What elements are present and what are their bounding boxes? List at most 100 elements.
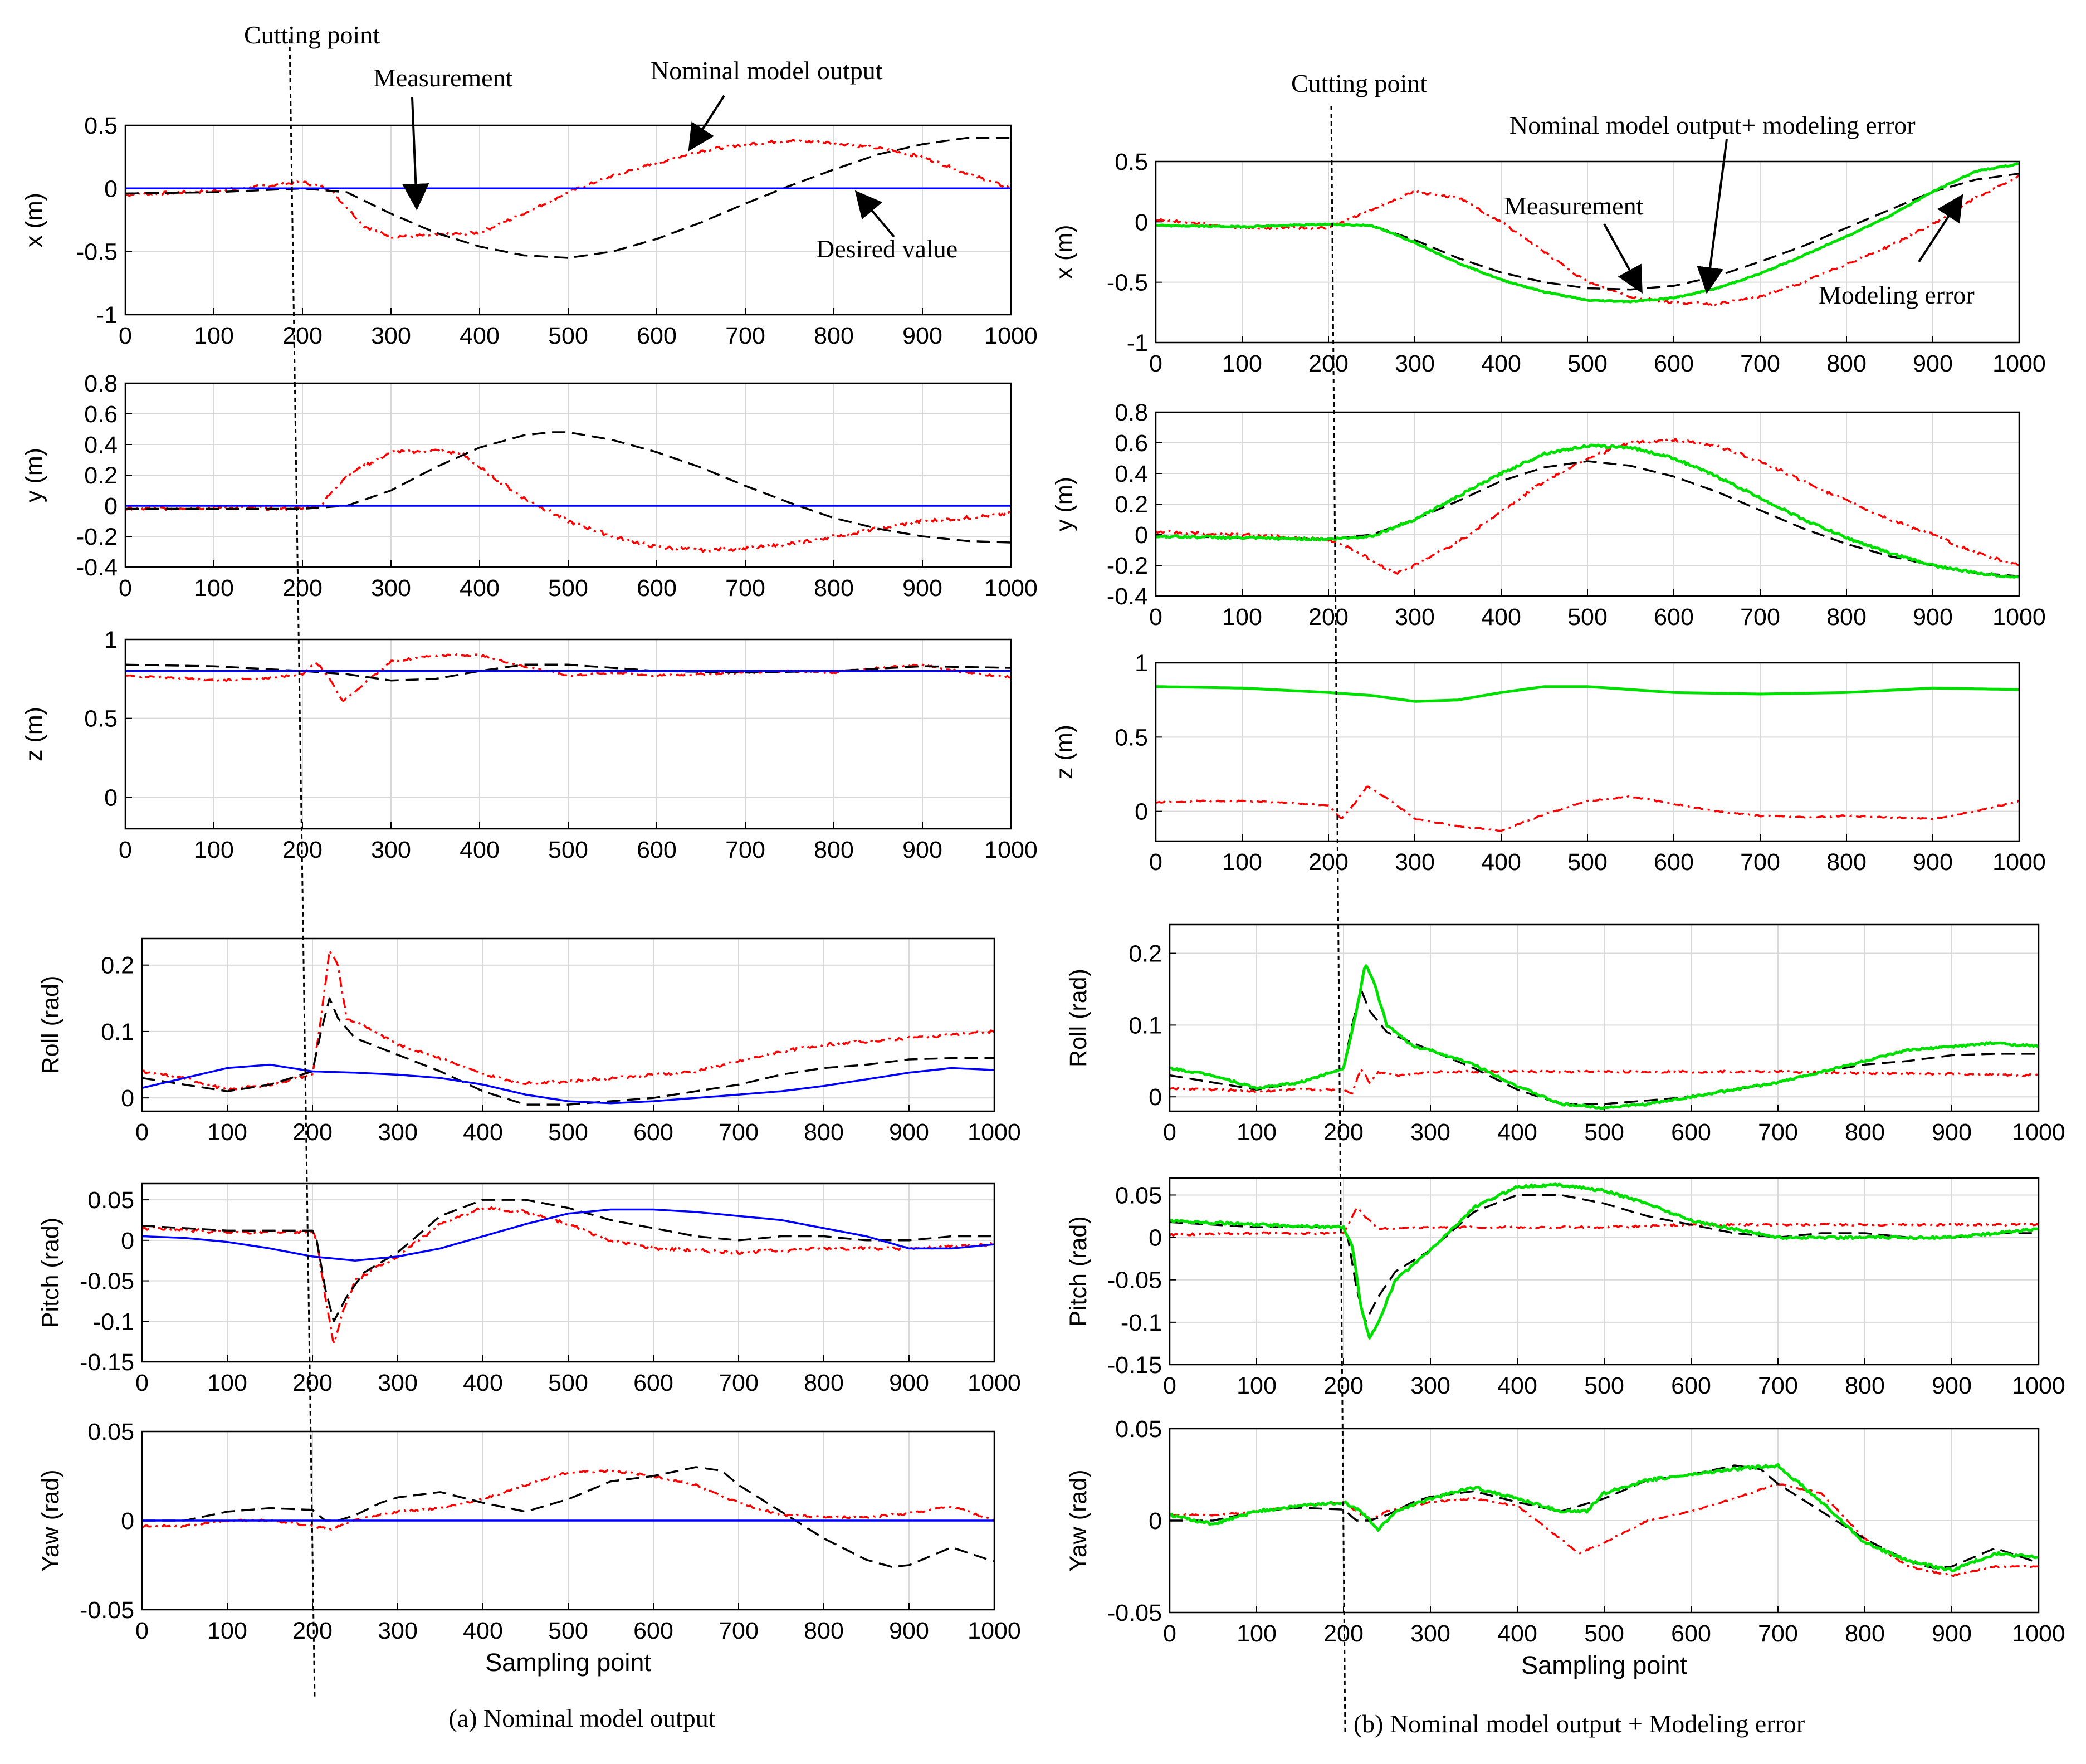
y-axis-label: Yaw (rad)	[37, 1469, 64, 1571]
y-tick-label: 0.05	[87, 1419, 134, 1445]
y-tick-label: -0.2	[76, 524, 118, 550]
x-tick-label: 0	[1163, 1372, 1176, 1399]
y-tick-label: -1	[96, 302, 118, 329]
x-tick-label: 1000	[1992, 350, 2046, 377]
x-tick-label: 500	[548, 837, 588, 863]
x-tick-label: 0	[119, 322, 132, 349]
y-tick-label: -0.1	[93, 1308, 134, 1335]
x-tick-label: 200	[1323, 1119, 1364, 1146]
x-tick-label: 400	[1497, 1119, 1537, 1146]
arrow-measurement-a	[402, 97, 429, 211]
x-tick-label: 100	[207, 1119, 247, 1146]
x-tick-label: 800	[1826, 849, 1867, 876]
x-tick-label: 1000	[1992, 849, 2046, 876]
caption-a: (a) Nominal model output	[448, 1704, 715, 1732]
annotation-desired-a: Desired value	[816, 234, 957, 263]
x-tick-label: 200	[1323, 1372, 1364, 1399]
x-tick-label: 900	[1913, 350, 1953, 377]
x-tick-label: 600	[1671, 1620, 1711, 1647]
axes-frame	[1155, 160, 2020, 344]
x-tick-label: 600	[633, 1618, 673, 1644]
subplot-b-8: 0 100 200 300 400 500 600 700 800 900 1000 0 0.5 1 z (…	[1051, 650, 2046, 876]
x-axis-label: Sampling point	[485, 1648, 651, 1677]
x-tick-label: 800	[814, 837, 854, 863]
x-tick-label: 900	[1932, 1620, 1972, 1647]
series-group	[125, 136, 1011, 259]
x-tick-label: 1000	[984, 837, 1038, 863]
annotation-measurement-b: Measurement	[1504, 192, 1644, 220]
series-line-modeling-error	[1170, 1068, 2039, 1095]
y-tick-label: -0.05	[80, 1268, 134, 1295]
x-tick-label: 400	[463, 1119, 503, 1146]
y-axis-label: z (m)	[1051, 725, 1078, 779]
x-tick-label: 600	[1671, 1119, 1711, 1146]
x-tick-label: 0	[119, 575, 132, 602]
x-tick-label: 800	[1845, 1119, 1885, 1146]
y-tick-label: 0	[104, 493, 118, 520]
x-tick-label: 900	[902, 322, 942, 349]
x-tick-label: 800	[1826, 350, 1867, 377]
y-axis-label: x (m)	[1051, 225, 1078, 280]
x-tick-label: 1000	[1992, 604, 2046, 631]
series-line-measurement	[125, 139, 1011, 239]
y-axis-label: Pitch (rad)	[37, 1218, 64, 1328]
axes-frame	[124, 382, 1012, 568]
series-line-measurement	[142, 950, 994, 1092]
x-tick-label: 100	[1237, 1620, 1277, 1647]
series-group	[1170, 1182, 2039, 1340]
y-tick-label: 0	[1135, 799, 1148, 825]
y-axis-label: x (m)	[21, 193, 47, 247]
x-tick-label: 800	[1845, 1372, 1885, 1399]
x-tick-label: 200	[1323, 1620, 1364, 1647]
cutting-point-line-a	[289, 38, 316, 1699]
x-tick-label: 1000	[968, 1370, 1021, 1396]
y-tick-label: 0	[104, 784, 118, 811]
y-tick-label: 0	[1135, 522, 1148, 549]
axes-frame	[1169, 923, 2040, 1112]
y-tick-label: 0.5	[84, 113, 118, 139]
x-tick-label: 1000	[984, 322, 1038, 349]
x-tick-label: 700	[1758, 1372, 1798, 1399]
subplot-b-10: 0 100 200 300 400 500 600 700 800 900 1000 -0.15 -0.…	[1065, 1177, 2065, 1399]
x-tick-label: 0	[1163, 1620, 1176, 1647]
x-tick-label: 100	[207, 1370, 247, 1396]
y-axis-label: Yaw (rad)	[1065, 1469, 1092, 1571]
x-tick-label: 0	[1149, 604, 1162, 631]
series-group	[1170, 964, 2039, 1110]
x-tick-label: 600	[637, 575, 677, 602]
x-tick-label: 400	[460, 837, 500, 863]
y-tick-label: 0	[1135, 209, 1148, 236]
axes-frame	[141, 937, 995, 1112]
x-tick-label: 200	[1308, 849, 1349, 876]
x-tick-label: 700	[1740, 350, 1780, 377]
axes-frame	[1169, 1177, 2040, 1366]
subplot-a-4: 0 100 200 300 400 500 600 700 800 900 1000 -0.15 -0.…	[37, 1182, 1021, 1396]
series-line-nominal-model-output-modeling-error	[1156, 162, 2019, 304]
x-tick-label: 0	[135, 1618, 149, 1644]
series-group	[1156, 162, 2019, 306]
subplot-a-3: 0 100 200 300 400 500 600 700 800 900 1000 0 0.1 0.2 R…	[37, 937, 1021, 1146]
series-line-desired-value	[142, 1063, 994, 1105]
x-tick-label: 100	[1237, 1372, 1277, 1399]
x-tick-label: 100	[1222, 849, 1262, 876]
y-tick-label: 0.4	[1115, 461, 1148, 487]
subplot-a-1: 0 100 200 300 400 500 600 700 800 900 1000 -0.4 -0.2…	[21, 370, 1038, 602]
x-tick-label: 0	[119, 837, 132, 863]
x-tick-label: 600	[1671, 1372, 1711, 1399]
x-tick-label: 400	[463, 1618, 503, 1644]
x-tick-label: 100	[1222, 604, 1262, 631]
x-tick-label: 1000	[968, 1618, 1021, 1644]
y-tick-label: -1	[1127, 330, 1148, 356]
y-tick-label: 0	[121, 1508, 134, 1535]
x-tick-label: 100	[1237, 1119, 1277, 1146]
x-tick-label: 400	[1481, 350, 1521, 377]
y-axis-label: z (m)	[21, 707, 47, 761]
x-tick-label: 900	[1913, 849, 1953, 876]
series-line-nominal-model-output	[142, 997, 994, 1106]
series-group	[1156, 437, 2019, 579]
x-tick-label: 700	[719, 1119, 759, 1146]
series-line-nominal-model-output-modeling-error	[1170, 1182, 2039, 1340]
caption-b: (b) Nominal model output + Modeling erro…	[1354, 1709, 1805, 1738]
x-tick-label: 500	[548, 1119, 588, 1146]
x-tick-label: 500	[1584, 1620, 1624, 1647]
